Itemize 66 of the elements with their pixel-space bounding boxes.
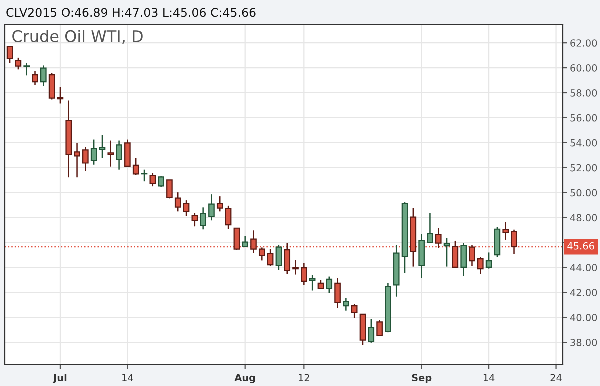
candlestick bbox=[32, 70, 38, 86]
candlestick bbox=[90, 139, 98, 166]
candlestick bbox=[24, 62, 30, 76]
candlestick bbox=[460, 242, 467, 277]
y-tick-label: 56.00 bbox=[570, 114, 598, 122]
candlestick bbox=[343, 298, 350, 312]
candlestick bbox=[216, 196, 224, 212]
candlestick bbox=[174, 192, 182, 212]
candlestick bbox=[116, 140, 122, 170]
candlestick bbox=[284, 242, 291, 276]
ref-line-label: 45.66 bbox=[568, 242, 594, 250]
candlestick bbox=[208, 194, 215, 222]
x-tick-label: Jul bbox=[52, 374, 67, 384]
y-tick-label: 44.00 bbox=[570, 264, 598, 272]
candlestick bbox=[444, 238, 450, 268]
candlestick bbox=[292, 259, 299, 276]
candlestick bbox=[351, 303, 358, 320]
candlestick bbox=[276, 244, 282, 271]
candlestick bbox=[166, 180, 173, 200]
candlestick bbox=[15, 57, 22, 70]
candlestick bbox=[150, 172, 156, 188]
y-tick-label: 52.00 bbox=[570, 164, 598, 172]
chart-title: Crude Oil WTI, D bbox=[12, 30, 143, 44]
candlestick bbox=[192, 212, 198, 228]
candlestick bbox=[326, 276, 333, 294]
y-tick-label: 42.00 bbox=[570, 289, 598, 296]
x-tick-label: 14 bbox=[484, 374, 495, 382]
candlestick bbox=[124, 139, 131, 168]
candlestick bbox=[99, 134, 106, 159]
x-tick-label: Aug bbox=[234, 374, 256, 384]
candlestick bbox=[309, 274, 316, 292]
candlestick bbox=[74, 142, 80, 178]
candlestick bbox=[301, 262, 308, 286]
y-tick-label: 60.00 bbox=[570, 64, 598, 72]
x-tick-label: Sep bbox=[412, 374, 432, 384]
candlestick bbox=[57, 86, 64, 104]
candlestick bbox=[486, 252, 492, 270]
y-tick-label: 40.00 bbox=[570, 314, 598, 322]
y-tick-label: 58.00 bbox=[570, 89, 598, 97]
candlestick bbox=[82, 146, 89, 172]
x-tick-label: 12 bbox=[299, 374, 310, 382]
candlestick bbox=[200, 207, 206, 230]
candlestick bbox=[48, 72, 56, 100]
candlestick bbox=[132, 158, 140, 176]
candlestick bbox=[334, 278, 341, 310]
candlestick bbox=[242, 235, 249, 248]
text: CLV2015 O:46.89 H:47.03 L:45.06 C:45.66 bbox=[6, 8, 256, 18]
candlestick bbox=[267, 248, 274, 267]
candlestick bbox=[141, 169, 148, 182]
candlestick bbox=[108, 140, 114, 168]
y-tick-label: 50.00 bbox=[570, 189, 598, 197]
candlestick bbox=[368, 318, 375, 344]
candlestick bbox=[183, 200, 190, 217]
x-tick-label: 14 bbox=[122, 374, 134, 382]
y-tick-label: 38.00 bbox=[570, 339, 598, 346]
candlestick bbox=[502, 222, 510, 241]
candlestick bbox=[225, 205, 232, 230]
y-tick-label: 48.00 bbox=[570, 214, 598, 222]
candlestick bbox=[477, 256, 484, 275]
y-tick-label: 54.00 bbox=[570, 139, 598, 147]
candlestick bbox=[376, 320, 383, 337]
candlestick bbox=[427, 212, 434, 244]
candlestick bbox=[6, 46, 14, 64]
candlestick bbox=[40, 65, 47, 88]
y-tick-label: 62.00 bbox=[570, 40, 598, 47]
x-tick-label: 24 bbox=[550, 374, 562, 382]
